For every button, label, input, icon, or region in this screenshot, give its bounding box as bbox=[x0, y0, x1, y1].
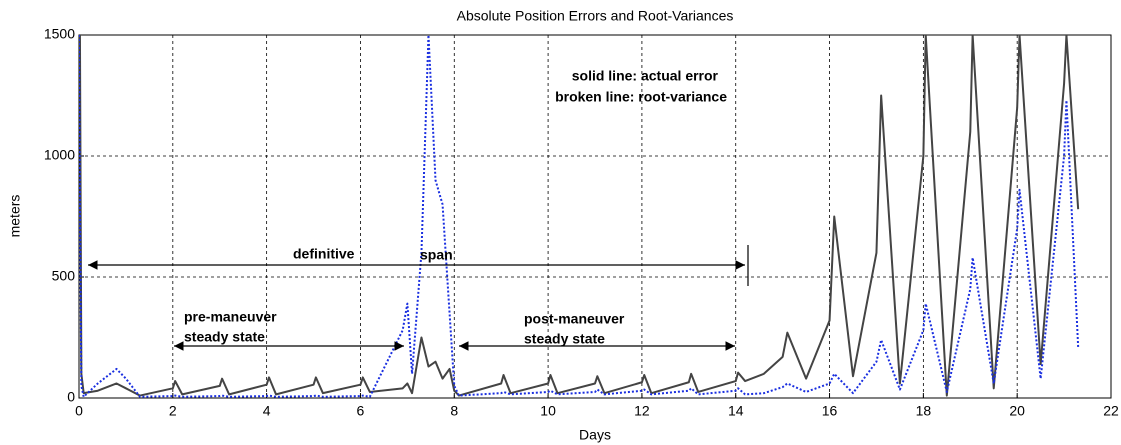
x-axis-label: Days bbox=[579, 427, 611, 443]
y-tick-label: 500 bbox=[52, 268, 76, 284]
annotation: post-maneuver bbox=[524, 311, 625, 327]
y-tick-label: 1000 bbox=[44, 147, 75, 163]
x-tick-label: 0 bbox=[75, 403, 83, 419]
annotation: steady state bbox=[524, 331, 605, 347]
annotation: broken line: root-variance bbox=[555, 89, 727, 105]
y-tick-label: 0 bbox=[67, 389, 75, 405]
annotation: span bbox=[420, 247, 453, 263]
x-tick-label: 18 bbox=[916, 403, 932, 419]
x-tick-label: 22 bbox=[1103, 403, 1119, 419]
y-tick-label: 1500 bbox=[44, 26, 75, 42]
x-tick-label: 16 bbox=[822, 403, 838, 419]
x-tick-label: 14 bbox=[728, 403, 744, 419]
series-line bbox=[79, 35, 1080, 397]
x-tick-label: 4 bbox=[263, 403, 271, 419]
annotation: pre-maneuver bbox=[184, 309, 277, 325]
annotation: definitive bbox=[293, 246, 355, 262]
x-tick-label: 6 bbox=[357, 403, 365, 419]
x-tick-label: 20 bbox=[1009, 403, 1025, 419]
chart-title: Absolute Position Errors and Root-Varian… bbox=[457, 8, 734, 24]
x-tick-label: 2 bbox=[169, 403, 177, 419]
x-tick-label: 8 bbox=[450, 403, 458, 419]
x-tick-label: 10 bbox=[540, 403, 556, 419]
annotation: steady state bbox=[184, 329, 265, 345]
y-axis-label: meters bbox=[7, 195, 23, 238]
series-group bbox=[79, 35, 1080, 398]
plot-area bbox=[78, 34, 1112, 399]
annotation: solid line: actual error bbox=[572, 68, 719, 84]
series-line bbox=[79, 35, 1080, 398]
x-tick-label: 12 bbox=[634, 403, 650, 419]
